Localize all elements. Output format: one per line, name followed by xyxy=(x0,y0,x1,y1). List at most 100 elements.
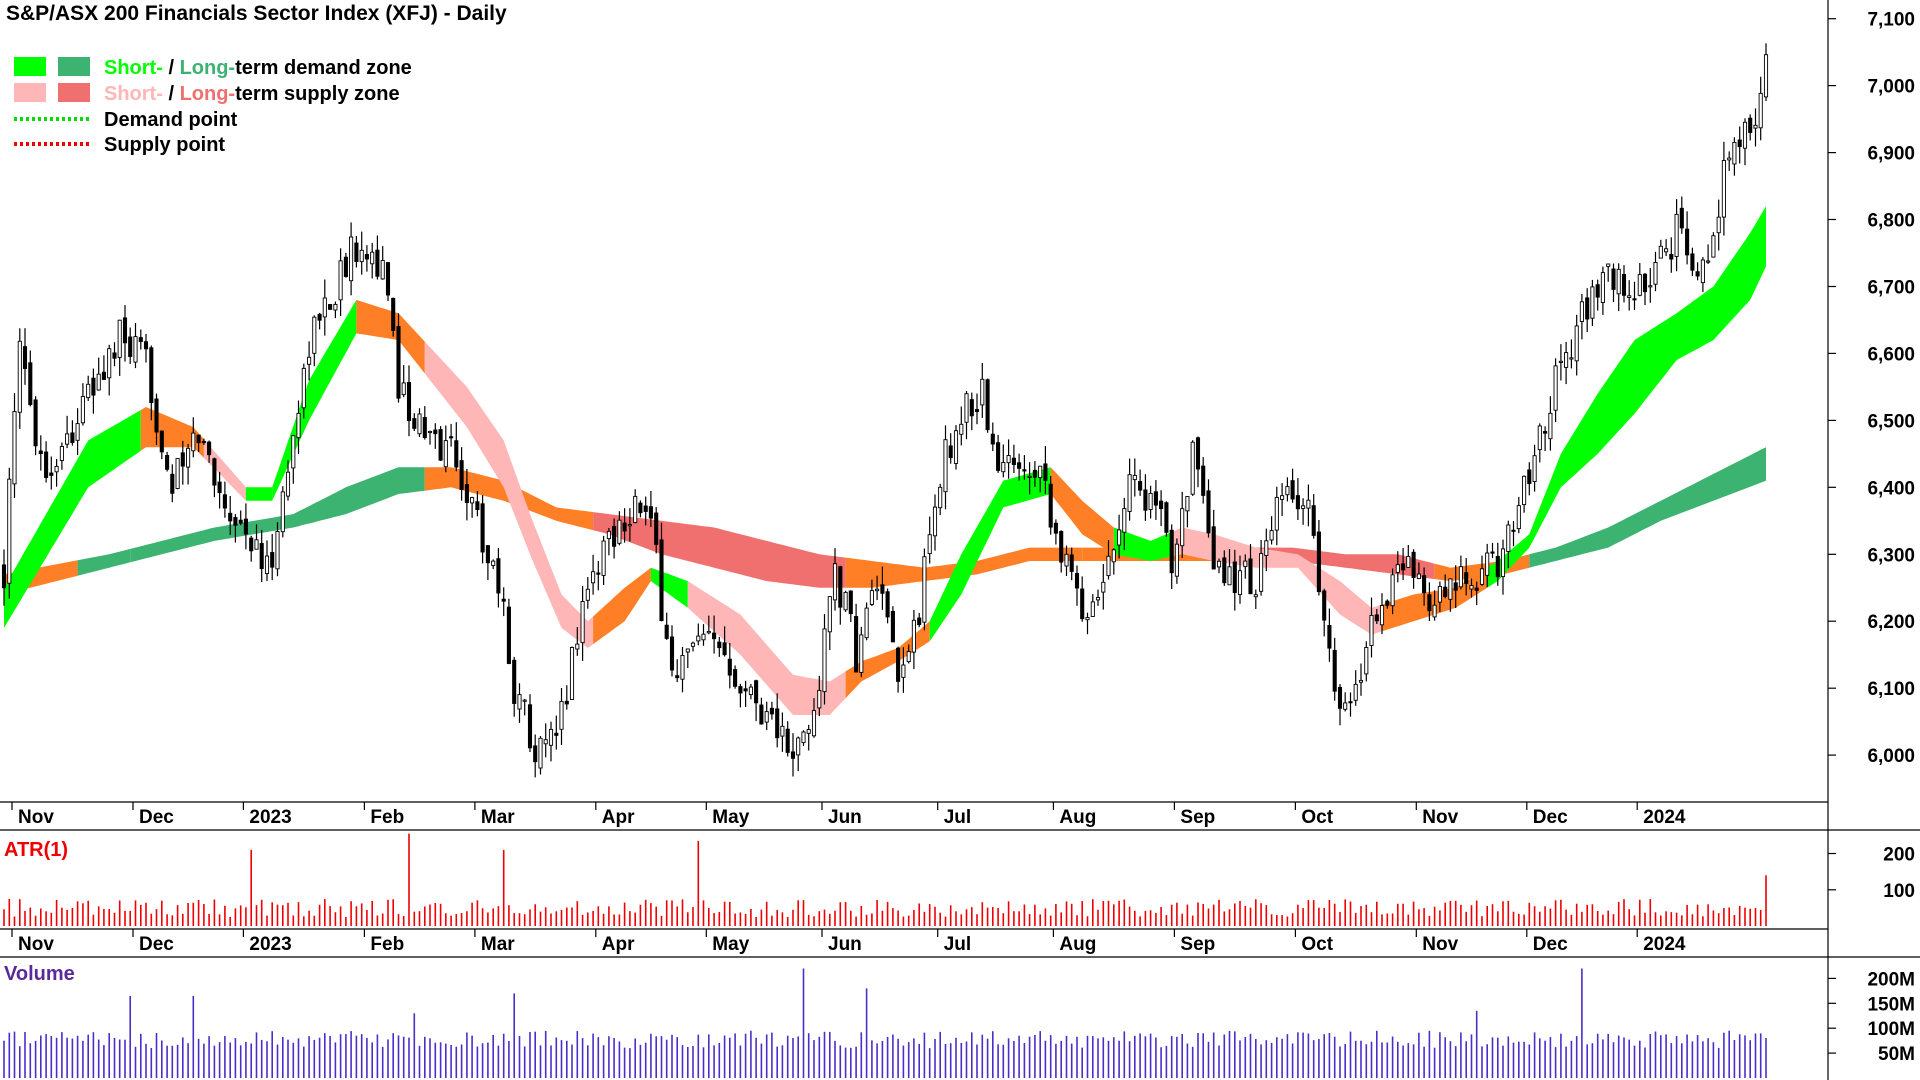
candle-up xyxy=(417,413,422,435)
month-label: Dec xyxy=(1533,807,1568,828)
month-label: 2023 xyxy=(249,807,291,828)
candle-up xyxy=(938,486,943,509)
candle-up xyxy=(1548,412,1553,440)
candle-down xyxy=(838,566,843,608)
month-label: Jul xyxy=(944,807,971,828)
candle-up xyxy=(1616,268,1621,295)
candle-down xyxy=(33,399,38,447)
candle-down xyxy=(270,552,275,568)
candle-down xyxy=(1411,551,1416,578)
candle-down xyxy=(44,451,49,478)
candle-up xyxy=(275,531,280,570)
candle-up xyxy=(680,654,685,680)
candle-up xyxy=(1285,486,1290,496)
candle-down xyxy=(375,249,380,277)
candle-up xyxy=(1095,597,1101,601)
candle-down xyxy=(412,418,417,429)
candle-down xyxy=(890,610,895,643)
candle-down xyxy=(217,481,222,494)
short-term-zone-segment xyxy=(1487,206,1766,588)
legend-swatch-long xyxy=(58,83,90,102)
candle-down xyxy=(1138,481,1143,491)
candle-up xyxy=(822,628,827,693)
candle-down xyxy=(149,347,154,404)
candle-down xyxy=(1348,701,1353,704)
candle-down xyxy=(1153,491,1158,506)
month-label: 2023 xyxy=(249,934,291,955)
candle-up xyxy=(427,430,433,434)
candle-up xyxy=(1343,702,1348,710)
candle-up xyxy=(1264,540,1269,556)
candle-down xyxy=(238,519,243,524)
candle-up xyxy=(1432,604,1437,618)
candle-up xyxy=(322,297,327,318)
legend-label-separator: / xyxy=(163,57,180,79)
candle-down xyxy=(1337,686,1343,709)
candle-up xyxy=(54,465,59,473)
candle-up xyxy=(1358,679,1364,683)
candle-up xyxy=(1437,585,1442,603)
candle-down xyxy=(754,680,759,704)
candle-down xyxy=(1195,437,1201,470)
candle-down xyxy=(738,686,743,694)
candle-up xyxy=(1627,295,1632,298)
long-term-zone-segment xyxy=(130,522,246,563)
candle-down xyxy=(1143,489,1148,511)
month-label: Feb xyxy=(370,934,404,955)
price-tick-label: 6,000 xyxy=(1867,746,1915,767)
candle-down xyxy=(790,751,796,759)
candle-up xyxy=(901,664,906,678)
candle-up xyxy=(1132,474,1137,481)
candle-up xyxy=(291,435,296,469)
candle-up xyxy=(7,478,12,584)
month-label: Nov xyxy=(18,934,54,955)
short-term-zone-segment xyxy=(530,514,594,648)
candle-down xyxy=(243,518,248,535)
candle-down xyxy=(664,624,669,639)
candle-up xyxy=(1185,496,1190,512)
candle-down xyxy=(1322,590,1327,621)
candle-up xyxy=(1117,529,1122,546)
candle-up xyxy=(911,619,916,653)
candle-down xyxy=(1011,457,1016,465)
candle-up xyxy=(827,596,832,633)
candle-down xyxy=(1490,551,1495,554)
candle-up xyxy=(1259,553,1264,592)
candle-up xyxy=(1506,524,1511,552)
candle-up xyxy=(80,396,85,424)
candle-down xyxy=(974,409,980,412)
candle-down xyxy=(722,642,727,656)
candle-down xyxy=(1737,139,1742,148)
candle-up xyxy=(1174,543,1179,577)
candle-up xyxy=(843,591,848,611)
candle-down xyxy=(422,417,427,439)
candle-down xyxy=(785,728,790,753)
candle-up xyxy=(617,519,622,544)
candle-up xyxy=(1727,157,1732,161)
candle-up xyxy=(796,737,801,756)
candle-down xyxy=(496,558,501,594)
candle-up xyxy=(1269,530,1274,541)
candle-down xyxy=(22,346,28,369)
candle-down xyxy=(659,539,664,622)
candle-up xyxy=(301,367,306,409)
candle-up xyxy=(370,251,375,265)
candle-up xyxy=(1190,441,1195,495)
candle-down xyxy=(464,484,469,503)
candle-up xyxy=(801,731,806,744)
candle-up xyxy=(1237,570,1243,596)
candle-down xyxy=(969,399,974,417)
candle-down xyxy=(733,669,738,687)
candles-layer xyxy=(1,43,1769,778)
candle-up xyxy=(864,607,869,639)
candle-up xyxy=(1653,262,1658,285)
candle-up xyxy=(1180,508,1185,547)
candle-up xyxy=(1127,474,1132,512)
candle-down xyxy=(180,452,185,467)
candle-down xyxy=(848,590,853,615)
candle-down xyxy=(622,522,627,532)
legend-label-long: Long- xyxy=(180,57,236,79)
candle-up xyxy=(1590,286,1595,319)
